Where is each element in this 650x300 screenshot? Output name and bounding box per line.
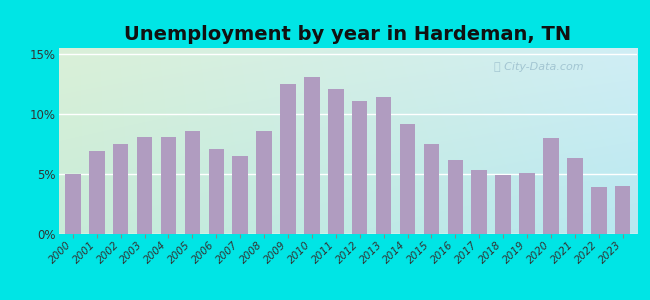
Text: Ⓢ City-Data.com: Ⓢ City-Data.com — [494, 61, 584, 72]
Bar — [352, 101, 367, 234]
Bar — [471, 170, 487, 234]
Bar — [280, 84, 296, 234]
Bar — [591, 187, 606, 234]
Bar — [209, 149, 224, 234]
Bar — [567, 158, 582, 234]
Bar — [161, 137, 176, 234]
Bar — [376, 97, 391, 234]
Title: Unemployment by year in Hardeman, TN: Unemployment by year in Hardeman, TN — [124, 25, 571, 44]
Bar — [89, 151, 105, 234]
Bar — [185, 131, 200, 234]
Bar — [615, 186, 630, 234]
Bar — [400, 124, 415, 234]
Bar — [328, 89, 344, 234]
Bar — [495, 175, 511, 234]
Bar — [543, 138, 559, 234]
Bar — [113, 144, 129, 234]
Bar — [233, 156, 248, 234]
Bar — [448, 160, 463, 234]
Bar — [519, 173, 535, 234]
Bar — [424, 144, 439, 234]
Bar — [136, 137, 152, 234]
Bar — [65, 174, 81, 234]
Bar — [256, 131, 272, 234]
Bar — [304, 77, 320, 234]
